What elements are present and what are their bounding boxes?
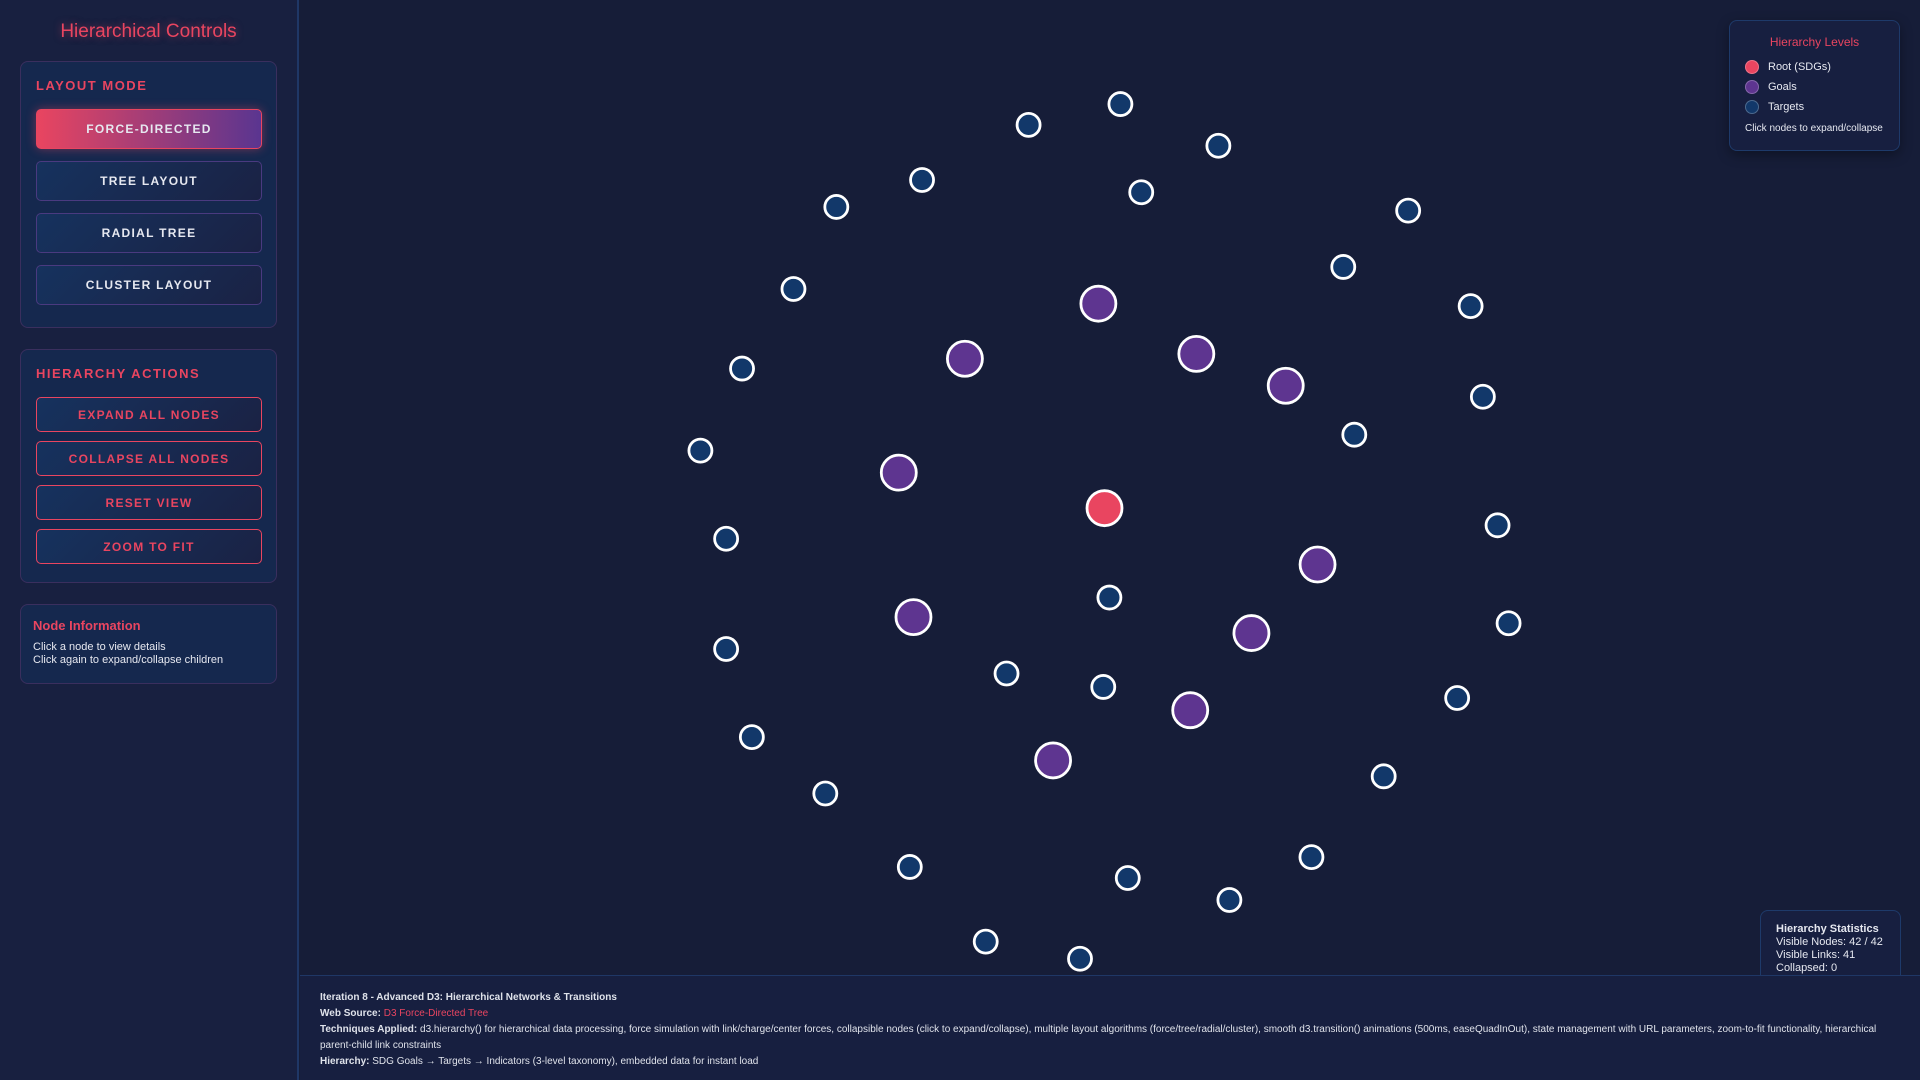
target-node[interactable] <box>1090 674 1117 700</box>
legend-item-goals: Goals <box>1745 77 1884 97</box>
layout-mode-heading: LAYOUT MODE <box>36 78 148 93</box>
hierarchy-graph[interactable] <box>300 0 1920 975</box>
target-node[interactable] <box>972 928 999 955</box>
legend-item-targets: Targets <box>1745 97 1884 117</box>
techniques-text: d3.hierarchy() for hierarchical data pro… <box>320 1024 1877 1051</box>
layout-mode-panel: LAYOUT MODE FORCE-DIRECTED TREE LAYOUT R… <box>20 61 277 328</box>
target-node[interactable] <box>909 167 935 193</box>
stats-title: Hierarchy Statistics <box>1776 923 1879 935</box>
target-node[interactable] <box>1330 254 1357 280</box>
hierarchy-actions-heading: HIERARCHY ACTIONS <box>36 366 201 381</box>
visible-links: Visible Links: 41 <box>1776 949 1856 961</box>
sidebar-title: Hierarchical Controls <box>60 21 237 42</box>
footer-title: Iteration 8 - Advanced D3: Hierarchical … <box>320 992 617 1003</box>
goal-node[interactable] <box>1079 284 1118 323</box>
target-node[interactable] <box>687 437 714 464</box>
expand-all-button[interactable]: EXPAND ALL NODES <box>36 397 262 432</box>
target-node[interactable] <box>812 780 839 807</box>
hierarchy-label: Hierarchy: <box>320 1056 370 1067</box>
legend-item-root: Root (SDGs) <box>1745 57 1884 77</box>
reset-view-button[interactable]: RESET VIEW <box>36 485 262 520</box>
target-node[interactable] <box>1444 685 1471 711</box>
footer-info: Iteration 8 - Advanced D3: Hierarchical … <box>300 975 1920 1080</box>
target-node[interactable] <box>896 854 923 880</box>
target-node[interactable] <box>1484 512 1511 539</box>
visible-nodes: Visible Nodes: 42 / 42 <box>1776 936 1883 948</box>
tree-layout-button[interactable]: TREE LAYOUT <box>36 161 262 201</box>
target-node[interactable] <box>823 194 850 220</box>
target-node[interactable] <box>1114 865 1141 891</box>
goal-node[interactable] <box>1232 614 1271 652</box>
target-node[interactable] <box>738 724 765 751</box>
target-node[interactable] <box>1298 844 1325 871</box>
target-node[interactable] <box>1015 111 1042 138</box>
hierarchy-text: SDG Goals → Targets → Indicators (3-leve… <box>372 1056 759 1067</box>
goal-color-swatch <box>1745 80 1759 94</box>
target-node[interactable] <box>1395 197 1422 224</box>
node-info-line: Click a node to view details <box>33 641 166 653</box>
target-node[interactable] <box>1096 584 1123 611</box>
hierarchy-actions-panel: HIERARCHY ACTIONS EXPAND ALL NODES COLLA… <box>20 349 277 583</box>
node-info-heading: Node Information <box>33 618 141 633</box>
goal-node[interactable] <box>1034 741 1072 780</box>
legend-label: Targets <box>1768 101 1805 113</box>
target-node[interactable] <box>1370 763 1397 790</box>
target-node[interactable] <box>1067 945 1093 972</box>
node-info-panel: Node Information Click a node to view de… <box>20 604 277 684</box>
target-node[interactable] <box>1341 421 1368 448</box>
root-node[interactable] <box>1085 489 1124 528</box>
sidebar: Hierarchical Controls LAYOUT MODE FORCE-… <box>0 0 299 1080</box>
legend: Hierarchy Levels Root (SDGs) Goals Targe… <box>1729 20 1900 151</box>
target-color-swatch <box>1745 100 1759 114</box>
target-node[interactable] <box>1457 293 1484 320</box>
goal-node[interactable] <box>1298 545 1337 584</box>
legend-title: Hierarchy Levels <box>1769 35 1860 49</box>
legend-label: Root (SDGs) <box>1768 61 1831 73</box>
collapsed-count: Collapsed: 0 <box>1776 962 1838 974</box>
goal-node[interactable] <box>879 453 918 492</box>
legend-note: Click nodes to expand/collapse <box>1745 123 1883 134</box>
target-node[interactable] <box>713 636 740 662</box>
techniques-label: Techniques Applied: <box>320 1024 418 1035</box>
target-node[interactable] <box>1205 132 1232 159</box>
source-label: Web Source: <box>320 1008 381 1019</box>
collapse-all-button[interactable]: COLLAPSE ALL NODES <box>36 441 262 476</box>
force-directed-button[interactable]: FORCE-DIRECTED <box>36 109 262 149</box>
target-node[interactable] <box>780 276 807 302</box>
radial-tree-button[interactable]: RADIAL TREE <box>36 213 262 253</box>
goal-node[interactable] <box>894 598 933 637</box>
target-node[interactable] <box>1495 610 1522 637</box>
zoom-to-fit-button[interactable]: ZOOM TO FIT <box>36 529 262 564</box>
cluster-layout-button[interactable]: CLUSTER LAYOUT <box>36 265 262 305</box>
goal-node[interactable] <box>1266 366 1305 405</box>
goal-node[interactable] <box>946 339 984 378</box>
target-node[interactable] <box>993 660 1020 687</box>
target-node[interactable] <box>713 525 740 552</box>
target-node[interactable] <box>1107 91 1134 117</box>
goal-node[interactable] <box>1171 691 1210 730</box>
target-node[interactable] <box>1216 887 1243 913</box>
target-node[interactable] <box>1469 383 1496 410</box>
goal-node[interactable] <box>1177 334 1216 373</box>
source-link[interactable]: D3 Force-Directed Tree <box>383 1008 489 1019</box>
root-color-swatch <box>1745 60 1759 74</box>
target-node[interactable] <box>1128 179 1155 206</box>
target-node[interactable] <box>729 355 755 382</box>
node-info-line: Click again to expand/collapse children <box>33 654 224 666</box>
legend-label: Goals <box>1768 81 1797 93</box>
